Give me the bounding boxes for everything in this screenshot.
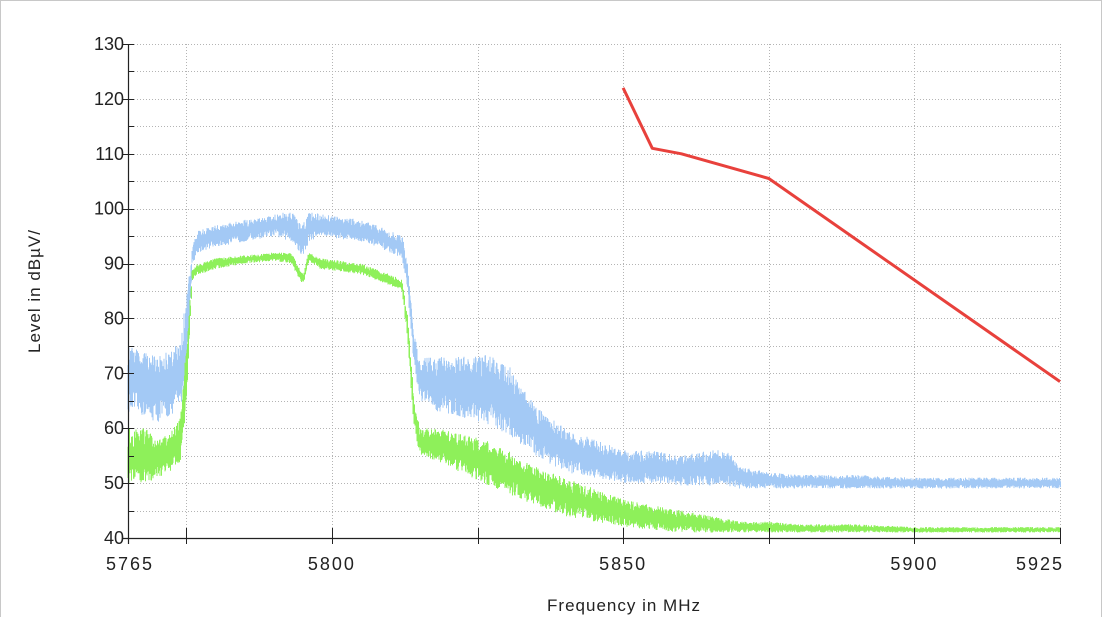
y-tick-label: 100 [94, 199, 124, 219]
x-tick-label: 5900 [890, 554, 938, 574]
y-tick-label: 120 [94, 89, 124, 109]
y-tick-label: 80 [104, 308, 124, 328]
x-tick-label: 5925 [1016, 554, 1064, 574]
label-layer: 40 50 60 70 80 90 100 110 120 130 5765 5800 5850 5900… [94, 34, 1064, 574]
y-tick-label: 70 [104, 363, 124, 383]
y-tick-label: 110 [95, 144, 124, 164]
y-tick-label: 60 [104, 418, 124, 438]
series-2-line [621, 87, 1061, 383]
x-tick-label: 5765 [106, 554, 154, 574]
y-tick-label: 50 [104, 473, 124, 493]
x-tick-label: 5850 [599, 554, 647, 574]
x-tick-label: 5800 [308, 554, 356, 574]
y-axis-title: Level in dBµV/ [25, 229, 44, 353]
y-tick-label: 90 [104, 254, 124, 274]
y-tick-label: 40 [104, 528, 124, 548]
x-axis-title: Frequency in MHz [547, 596, 701, 615]
y-tick-label: 130 [94, 34, 124, 54]
grid-layer [128, 44, 1061, 538]
